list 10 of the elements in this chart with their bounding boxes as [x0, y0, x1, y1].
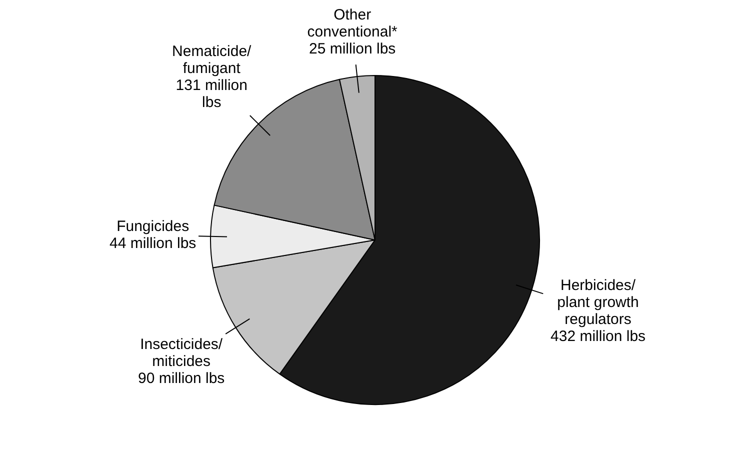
slice-label: Other conventional* [307, 6, 398, 41]
data-label: 131 million lbs [176, 76, 248, 111]
data-label: 44 million lbs [109, 234, 196, 252]
slice-label: Insecticides/ miticides [140, 336, 224, 370]
slice-label: Nematicide/ fumigant [172, 42, 252, 77]
data-label: 432 million lbs [550, 328, 646, 345]
slice-label: Fungicides [116, 218, 190, 235]
data-label: 90 million lbs [138, 370, 225, 387]
data-label: 25 million lbs [308, 40, 396, 58]
slice-label: Herbicides/ plant growth regulators [557, 276, 639, 328]
